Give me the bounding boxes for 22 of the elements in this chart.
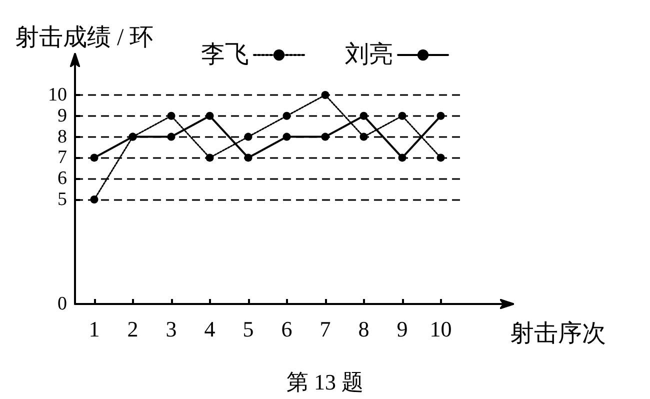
y-tick-label: 9 <box>58 105 67 126</box>
y-tick-label: 5 <box>58 189 67 210</box>
y-axis-title: 射击成绩 / 环 <box>15 25 154 51</box>
legend-label: 刘亮 <box>345 41 393 68</box>
x-axis-title: 射击序次 <box>510 320 606 347</box>
x-tick-label: 6 <box>281 316 292 342</box>
x-tick-label: 5 <box>242 316 254 342</box>
x-tick-label: 10 <box>430 316 452 342</box>
y-tick-label: 10 <box>48 84 67 106</box>
x-tick-label: 7 <box>320 316 331 342</box>
text: 第 13 题 <box>286 370 364 394</box>
x-tick-label: 9 <box>396 316 408 342</box>
legend-label: 李飞 <box>201 42 249 68</box>
y-tick-label: 7 <box>58 147 67 168</box>
y-tick-label: 0 <box>58 294 67 314</box>
y-tick-label: 6 <box>58 168 67 190</box>
x-tick-label: 1 <box>88 316 100 342</box>
x-tick-label: 3 <box>166 316 177 342</box>
x-tick-label: 2 <box>127 316 138 342</box>
x-tick-label: 8 <box>358 316 370 342</box>
x-tick-label: 4 <box>204 316 216 342</box>
y-tick-label: 8 <box>58 126 67 148</box>
